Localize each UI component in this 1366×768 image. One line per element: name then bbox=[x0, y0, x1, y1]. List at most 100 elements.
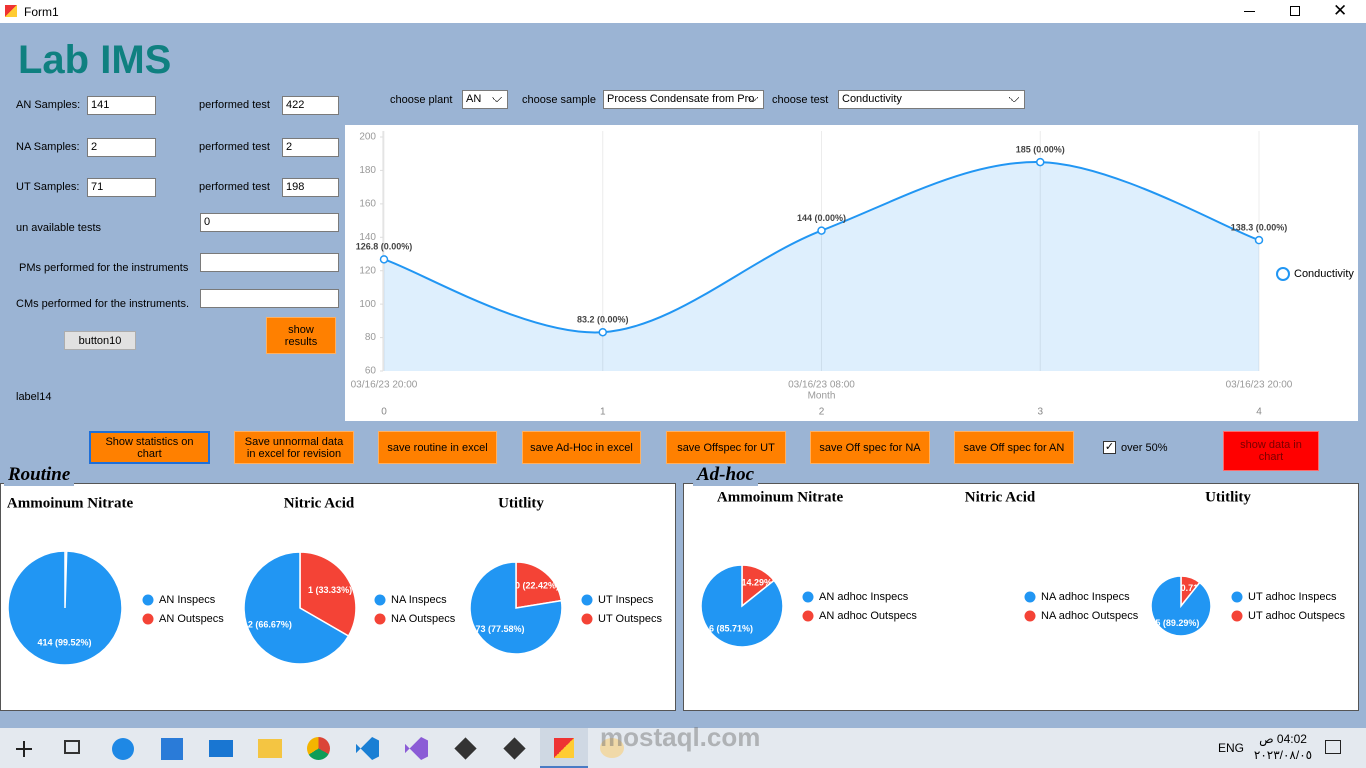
explorer-icon[interactable] bbox=[258, 739, 282, 758]
edge-icon[interactable] bbox=[112, 738, 134, 760]
data-label: 138.3 (0.00%) bbox=[1231, 223, 1288, 233]
field-label: un available tests bbox=[16, 222, 101, 234]
y-tick-label: 140 bbox=[359, 232, 376, 243]
pie-slice bbox=[469, 561, 563, 655]
pie-title: Utitlity bbox=[1205, 489, 1251, 505]
legend-label: NA Outspecs bbox=[391, 613, 456, 625]
action-button[interactable]: save routine in excel bbox=[378, 431, 497, 464]
slice-label: 6 (85.71%) bbox=[709, 623, 753, 633]
action-button[interactable]: save Off spec for NA bbox=[810, 431, 930, 464]
pie-title: Utitlity bbox=[498, 495, 544, 511]
pms-input[interactable] bbox=[200, 253, 339, 272]
legend-label: UT Inspecs bbox=[598, 594, 654, 606]
button[interactable]: button10 bbox=[64, 331, 136, 350]
slice-label: 1 (33.33%) bbox=[308, 585, 352, 595]
sample-dropdown[interactable]: Process Condensate from Pro bbox=[603, 90, 764, 109]
chrome-icon[interactable] bbox=[307, 737, 330, 760]
mail-icon[interactable] bbox=[209, 740, 233, 757]
filter-label: choose plant bbox=[390, 94, 453, 106]
data-point bbox=[817, 226, 826, 235]
paint-icon[interactable] bbox=[600, 738, 624, 758]
active-app[interactable] bbox=[540, 728, 588, 768]
x-tick-label: 03/16/23 20:00 bbox=[351, 380, 418, 391]
slice-label: 414 (99.52%) bbox=[37, 638, 91, 648]
title-bar: Form1 ✕ bbox=[0, 0, 1366, 23]
filter-label: choose sample bbox=[522, 94, 596, 106]
legend-label: NA adhoc Inspecs bbox=[1041, 591, 1130, 603]
x2-tick-label: 1 bbox=[600, 407, 606, 418]
cms-input[interactable] bbox=[200, 289, 339, 308]
pie-slice bbox=[7, 550, 123, 666]
window-title: Form1 bbox=[24, 5, 59, 19]
store-icon[interactable] bbox=[161, 738, 183, 760]
legend-label: NA adhoc Outspecs bbox=[1041, 610, 1139, 622]
data-point bbox=[598, 327, 607, 337]
field-label: UT Samples: bbox=[16, 181, 80, 193]
data-point bbox=[1036, 157, 1045, 167]
legend-label: AN Outspecs bbox=[159, 613, 224, 625]
minimize-button[interactable] bbox=[1244, 11, 1255, 12]
x-axis-title: Month bbox=[808, 391, 836, 402]
routine-label: Routine bbox=[4, 464, 75, 486]
legend-label: AN Inspecs bbox=[159, 594, 216, 606]
plant-dropdown[interactable]: AN bbox=[462, 90, 508, 109]
pie-slice bbox=[700, 564, 784, 648]
test-input[interactable]: 2 bbox=[282, 138, 339, 157]
pie-slice bbox=[1150, 575, 1212, 637]
adhoc-panel: Ammoinum Nitrate AN adhoc Inspecs AN adhoc… bbox=[683, 483, 1359, 711]
panel-frame bbox=[683, 483, 1359, 711]
unavailable-input[interactable]: 0 bbox=[200, 213, 339, 232]
show-results-button[interactable]: show results bbox=[266, 317, 336, 354]
test-dropdown[interactable]: Conductivity bbox=[838, 90, 1025, 109]
vscode-icon[interactable] bbox=[356, 737, 379, 760]
clock-time[interactable]: 04:02 ص bbox=[1259, 732, 1307, 746]
sample-input[interactable]: 141 bbox=[87, 96, 156, 115]
checkbox-label: over 50% bbox=[1121, 442, 1168, 454]
x-tick-label: 03/16/23 08:00 bbox=[788, 380, 855, 391]
sample-input[interactable]: 71 bbox=[87, 178, 156, 197]
legend-marker bbox=[802, 591, 814, 603]
show-chart-button[interactable]: show data in chart bbox=[1223, 431, 1319, 471]
label: label14 bbox=[16, 391, 52, 403]
data-point bbox=[379, 255, 389, 264]
y-tick-label: 120 bbox=[359, 265, 376, 276]
action-button[interactable]: Show statistics on chart bbox=[89, 431, 210, 464]
line-area bbox=[384, 162, 1259, 371]
action-button[interactable]: save Off spec for AN bbox=[954, 431, 1074, 464]
sample-input[interactable]: 2 bbox=[87, 138, 156, 157]
field-label: performed test bbox=[199, 141, 270, 153]
slice-label: 25 (89.29%) bbox=[1150, 618, 1199, 628]
checkbox[interactable]: ✓ bbox=[1103, 441, 1116, 454]
test-input[interactable]: 198 bbox=[282, 178, 339, 197]
action-button[interactable]: save Offspec for UT bbox=[666, 431, 786, 464]
action-button[interactable]: save Ad-Hoc in excel bbox=[522, 431, 641, 464]
field-label: performed test bbox=[199, 181, 270, 193]
legend-marker bbox=[142, 613, 154, 625]
legend-label: UT adhoc Outspecs bbox=[1248, 610, 1346, 622]
vs-icon[interactable] bbox=[405, 737, 428, 760]
language[interactable]: ENG bbox=[1218, 741, 1245, 755]
legend-marker bbox=[802, 610, 814, 622]
form-icon bbox=[554, 738, 574, 758]
action-button[interactable]: Save unnormal data in excel for revision bbox=[234, 431, 354, 464]
legend-marker bbox=[374, 594, 386, 606]
restore-button[interactable] bbox=[1290, 6, 1300, 16]
start-button[interactable] bbox=[16, 741, 32, 757]
clock-date[interactable]: ٢٠٢٣/٠٨/٠٥ bbox=[1253, 748, 1313, 762]
legend-marker bbox=[581, 613, 593, 625]
x2-tick-label: 0 bbox=[381, 407, 387, 418]
line-chart: 0 1 2 3 4 60 80 100 120 140 160 180 200 03/16/23 20:0… bbox=[345, 125, 1358, 421]
field-label: performed test bbox=[199, 99, 270, 111]
notifications[interactable] bbox=[1325, 740, 1341, 754]
data-label: 144 (0.00%) bbox=[797, 213, 846, 223]
unity-icon[interactable] bbox=[503, 737, 526, 760]
unity-icon[interactable] bbox=[454, 737, 477, 760]
legend-marker bbox=[142, 594, 154, 606]
task-view[interactable] bbox=[64, 740, 80, 754]
close-button[interactable]: ✕ bbox=[1333, 1, 1348, 20]
y-tick-label: 100 bbox=[359, 299, 376, 310]
y-tick-label: 80 bbox=[365, 332, 377, 343]
legend-marker bbox=[1024, 610, 1036, 622]
test-input[interactable]: 422 bbox=[282, 96, 339, 115]
legend-marker bbox=[581, 594, 593, 606]
